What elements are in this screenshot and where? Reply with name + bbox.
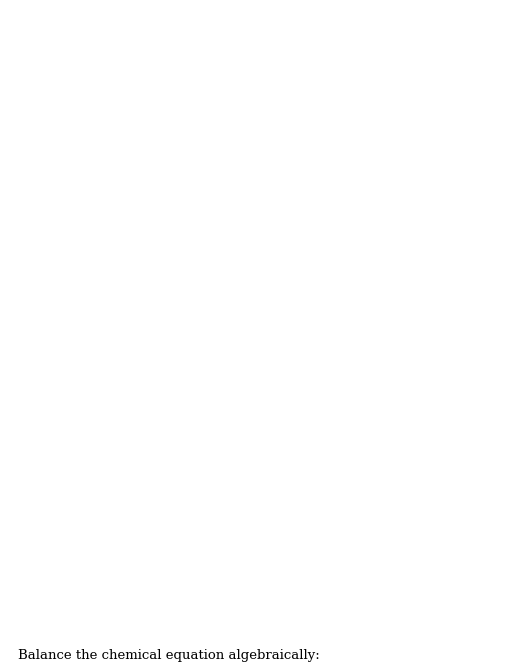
Text: Balance the chemical equation algebraically:: Balance the chemical equation algebraica… xyxy=(18,649,320,662)
